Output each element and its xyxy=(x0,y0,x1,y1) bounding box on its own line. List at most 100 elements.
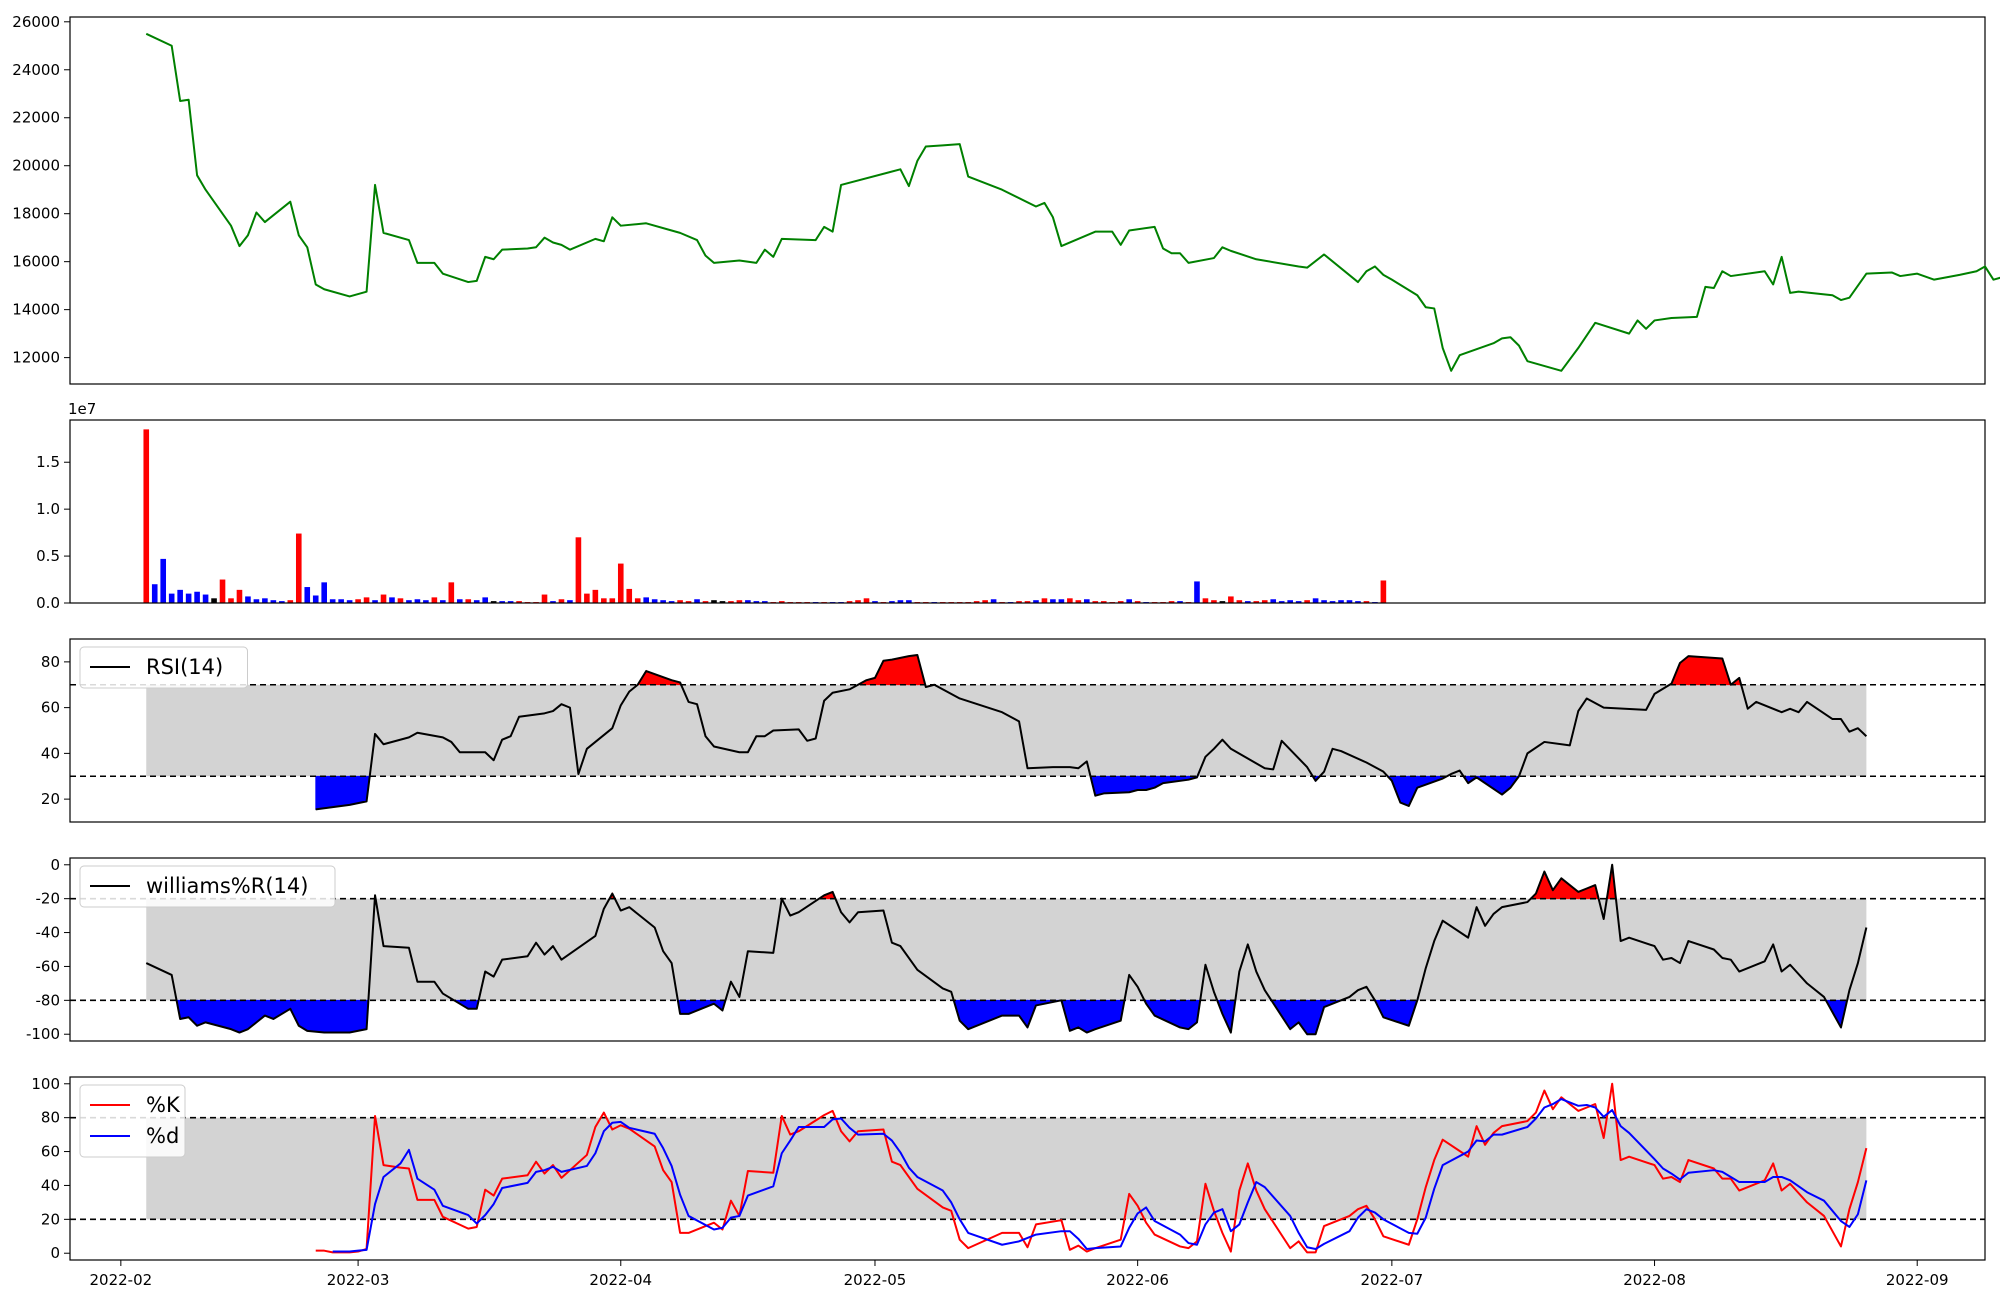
volume-bar xyxy=(262,598,268,603)
volume-bar xyxy=(304,587,311,603)
volume-panel: 0.0 0.5 1.0 1.5 1e7 xyxy=(36,400,1986,612)
rsi-oversold-fill xyxy=(1399,775,1410,807)
volume-bar xyxy=(990,599,997,603)
volume-bar xyxy=(346,600,353,603)
legend-label: williams%R(14) xyxy=(146,874,308,898)
y-tick-label: -60 xyxy=(36,957,61,975)
legend-box xyxy=(79,646,248,689)
axes-frame xyxy=(69,638,1986,823)
volume-bar xyxy=(168,593,175,603)
volume-bar xyxy=(1194,581,1200,603)
volume-bar xyxy=(279,601,285,603)
volume-bar xyxy=(202,594,209,603)
axes-frame xyxy=(69,16,1986,385)
y-tick-label: -100 xyxy=(26,1025,60,1043)
axes-frame xyxy=(69,857,1986,1042)
williams-oversold-fill xyxy=(467,999,478,1010)
stochastic-neutral-band xyxy=(146,1117,1867,1220)
volume-bar xyxy=(1287,600,1293,603)
y-tick-label: 0.5 xyxy=(36,547,60,565)
volume-bar xyxy=(228,598,234,603)
volume-bar xyxy=(1092,601,1099,603)
y-tick-label: 1.0 xyxy=(36,500,60,518)
volume-bar xyxy=(270,600,277,603)
volume-bar xyxy=(194,591,200,603)
y-tick-label: 0.0 xyxy=(36,594,60,612)
williams-panel: -100 -80 -60 -40 -20 0 williams%R(14) xyxy=(26,856,1986,1043)
rsi-oversold-fill xyxy=(1137,775,1147,791)
volume-bar xyxy=(584,593,590,603)
volume-bar xyxy=(592,589,599,603)
y-tick-label: 40 xyxy=(41,744,60,762)
volume-bar xyxy=(287,600,294,603)
volume-bar xyxy=(872,601,878,603)
williams-oversold-fill xyxy=(679,999,689,1015)
volume-bar xyxy=(1355,601,1361,603)
williams-oversold-fill xyxy=(1086,999,1096,1034)
volume-bar xyxy=(151,584,158,603)
volume-bar xyxy=(431,597,438,603)
volume-bar xyxy=(1084,599,1090,603)
volume-bar xyxy=(312,595,319,603)
rsi-oversold-fill xyxy=(1103,775,1130,794)
volume-bar xyxy=(1219,601,1226,603)
volume-bar xyxy=(558,599,565,603)
y-tick-label: 80 xyxy=(41,653,60,671)
y-tick-label: 1.5 xyxy=(36,453,60,471)
volume-bar xyxy=(906,600,912,603)
volume-bar xyxy=(1024,601,1031,603)
volume-bar xyxy=(778,601,785,603)
y-tick-label: 20 xyxy=(41,790,60,808)
volume-bar xyxy=(719,601,726,603)
volume-bar xyxy=(372,600,378,603)
volume-bar xyxy=(1041,598,1048,603)
y-tick-label: 14000 xyxy=(12,301,60,319)
volume-bar xyxy=(1134,601,1141,603)
y-tick-label: 80 xyxy=(41,1109,60,1127)
williams-oversold-fill xyxy=(1018,999,1028,1029)
volume-scale-label: 1e7 xyxy=(68,400,96,418)
volume-bar xyxy=(567,600,573,603)
volume-bar xyxy=(1304,600,1310,603)
volume-bar xyxy=(550,601,556,603)
volume-bar xyxy=(406,600,412,603)
volume-bar xyxy=(1058,599,1065,603)
x-tick-label: 2022-08 xyxy=(1623,1271,1686,1289)
volume-bar xyxy=(440,600,446,603)
volume-bar xyxy=(397,598,404,603)
y-tick-label: 60 xyxy=(41,1143,60,1161)
williams-oversold-fill xyxy=(230,999,240,1034)
volume-bar xyxy=(1346,600,1353,603)
y-tick-label: -80 xyxy=(36,991,61,1009)
volume-bar xyxy=(1270,599,1277,603)
williams-oversold-fill xyxy=(323,999,351,1033)
rsi-panel: 20 40 60 80 RSI(14) xyxy=(41,638,1986,823)
volume-bar xyxy=(1295,601,1302,603)
williams-oversold-fill xyxy=(306,999,325,1033)
volume-bar xyxy=(329,599,336,603)
volume-bar xyxy=(1016,601,1022,603)
volume-bar xyxy=(643,597,649,603)
volume-bar xyxy=(1363,601,1370,603)
volume-bar xyxy=(626,588,633,603)
date-x-axis: 2022-02 2022-03 2022-04 2022-05 2022-06 2022-… xyxy=(89,1260,1949,1289)
volume-bar xyxy=(617,563,624,603)
volume-bar xyxy=(1236,600,1243,603)
volume-bar xyxy=(499,601,505,603)
x-tick-label: 2022-07 xyxy=(1361,1271,1424,1289)
volume-bar xyxy=(177,589,183,603)
price-line xyxy=(145,32,2000,372)
volume-bar xyxy=(897,600,904,603)
y-tick-label: 18000 xyxy=(12,205,60,223)
y-tick-label: 20000 xyxy=(12,157,60,175)
volume-bar xyxy=(1380,580,1387,603)
volume-bar xyxy=(1202,598,1209,603)
volume-bar xyxy=(1075,600,1082,603)
volume-bar xyxy=(668,601,675,603)
volume-bar xyxy=(541,594,548,603)
rsi-line xyxy=(315,654,1868,811)
volume-bar xyxy=(736,600,743,603)
volume-bar xyxy=(694,599,700,603)
axes-frame xyxy=(69,1076,1986,1261)
rsi-overbought-fill xyxy=(891,655,910,686)
